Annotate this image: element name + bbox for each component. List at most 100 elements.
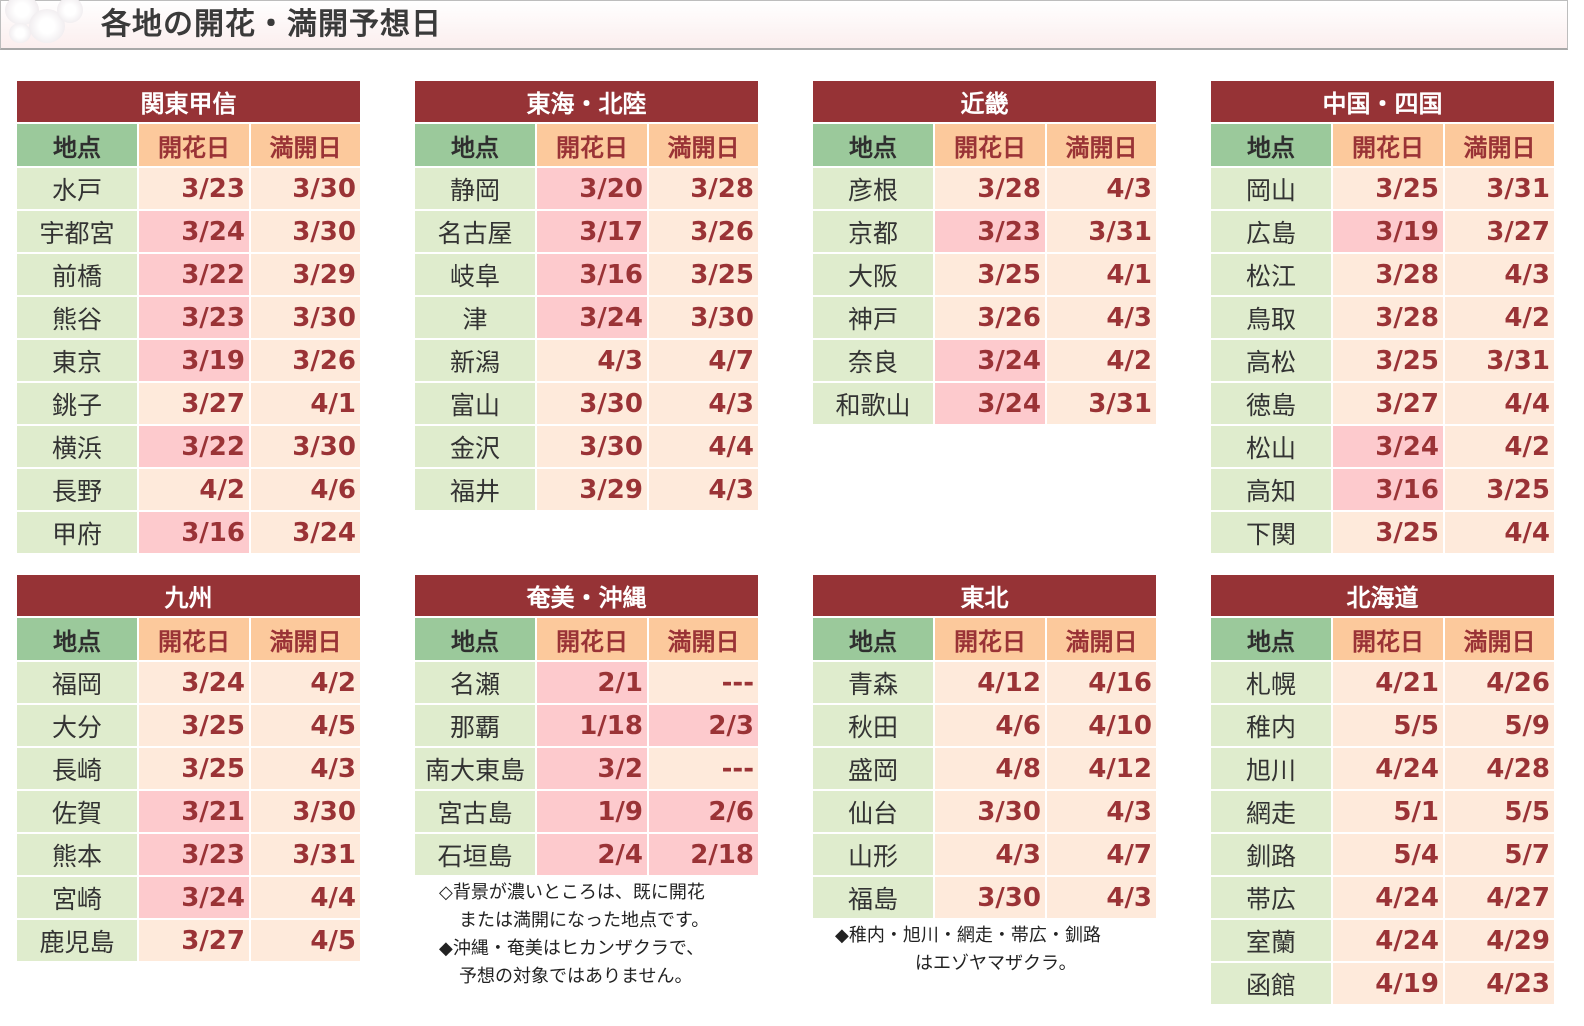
- table-row: 福井 3/29 4/3: [415, 467, 758, 510]
- table-row: 仙台 3/30 4/3: [813, 789, 1156, 832]
- region-table-0: 関東甲信 地点 開花日 満開日 水戸 3/23 3/30 宇都宮 3/24 3/30 前橋 3/22 3…: [17, 81, 360, 553]
- table-row: 函館 4/19 4/23: [1211, 961, 1554, 1004]
- full-bloom-date-cell: 3/31: [1443, 338, 1554, 381]
- bloom-date-cell: 4/12: [933, 660, 1045, 703]
- table-row: 鳥取 3/28 4/2: [1211, 295, 1554, 338]
- location-cell: 長崎: [17, 746, 137, 789]
- location-cell: 大分: [17, 703, 137, 746]
- region-name: 関東甲信: [17, 81, 360, 122]
- table-row: 松山 3/24 4/2: [1211, 424, 1554, 467]
- bloom-date-cell: 3/24: [137, 660, 249, 703]
- table-row: 神戸 3/26 4/3: [813, 295, 1156, 338]
- full-bloom-date-cell: 4/16: [1045, 660, 1156, 703]
- column-header-bloom: 開花日: [933, 616, 1045, 660]
- bloom-date-cell: 3/25: [1331, 166, 1443, 209]
- forecast-table: 北海道 地点 開花日 満開日 札幌 4/21 4/26 稚内 5/5 5/9 旭川 4/24 4/28 網…: [1211, 575, 1554, 1004]
- bloom-date-cell: 1/9: [535, 789, 647, 832]
- table-row: 高知 3/16 3/25: [1211, 467, 1554, 510]
- table-row: 津 3/24 3/30: [415, 295, 758, 338]
- table-row: 青森 4/12 4/16: [813, 660, 1156, 703]
- full-bloom-date-cell: 4/26: [1443, 660, 1554, 703]
- column-header-bloom: 開花日: [137, 122, 249, 166]
- location-cell: 津: [415, 295, 535, 338]
- region-name: 東北: [813, 575, 1156, 616]
- region-name: 奄美・沖縄: [415, 575, 758, 616]
- location-cell: 宇都宮: [17, 209, 137, 252]
- bloom-date-cell: 3/28: [933, 166, 1045, 209]
- bloom-date-cell: 3/30: [535, 381, 647, 424]
- table-row: 銚子 3/27 4/1: [17, 381, 360, 424]
- table-row: 和歌山 3/24 3/31: [813, 381, 1156, 424]
- full-bloom-date-cell: 4/4: [1443, 381, 1554, 424]
- bloom-date-cell: 3/24: [137, 209, 249, 252]
- full-bloom-date-cell: 3/31: [1045, 209, 1156, 252]
- location-cell: 網走: [1211, 789, 1331, 832]
- full-bloom-date-cell: 3/26: [647, 209, 758, 252]
- bloom-date-cell: 1/18: [535, 703, 647, 746]
- forecast-table: 東海・北陸 地点 開花日 満開日 静岡 3/20 3/28 名古屋 3/17 3/26 岐阜 3/16…: [415, 81, 758, 510]
- forecast-table: 関東甲信 地点 開花日 満開日 水戸 3/23 3/30 宇都宮 3/24 3/30 前橋 3/22 3…: [17, 81, 360, 553]
- full-bloom-date-cell: 4/3: [1443, 252, 1554, 295]
- table-row: 下関 3/25 4/4: [1211, 510, 1554, 553]
- table-row: 長崎 3/25 4/3: [17, 746, 360, 789]
- table-row: 佐賀 3/21 3/30: [17, 789, 360, 832]
- bloom-date-cell: 3/24: [933, 338, 1045, 381]
- cherry-blossom-icon: [1, 0, 91, 49]
- bloom-date-cell: 3/22: [137, 252, 249, 295]
- bloom-date-cell: 3/30: [933, 875, 1045, 918]
- table-row: 富山 3/30 4/3: [415, 381, 758, 424]
- column-header-bloom: 開花日: [1331, 616, 1443, 660]
- bloom-date-cell: 3/24: [535, 295, 647, 338]
- bloom-date-cell: 3/28: [1331, 295, 1443, 338]
- bloom-date-cell: 3/19: [1331, 209, 1443, 252]
- full-bloom-date-cell: 3/30: [249, 295, 360, 338]
- region-name: 東海・北陸: [415, 81, 758, 122]
- bloom-date-cell: 3/2: [535, 746, 647, 789]
- bloom-date-cell: 3/17: [535, 209, 647, 252]
- table-row: 熊本 3/23 3/31: [17, 832, 360, 875]
- location-cell: 佐賀: [17, 789, 137, 832]
- bloom-date-cell: 3/16: [137, 510, 249, 553]
- table-row: 秋田 4/6 4/10: [813, 703, 1156, 746]
- full-bloom-date-cell: 4/10: [1045, 703, 1156, 746]
- bloom-date-cell: 5/5: [1331, 703, 1443, 746]
- full-bloom-date-cell: 4/3: [647, 467, 758, 510]
- bloom-date-cell: 3/25: [137, 703, 249, 746]
- table-row: 長野 4/2 4/6: [17, 467, 360, 510]
- bloom-date-cell: 4/2: [137, 467, 249, 510]
- location-cell: 熊本: [17, 832, 137, 875]
- table-row: 山形 4/3 4/7: [813, 832, 1156, 875]
- location-cell: 福島: [813, 875, 933, 918]
- column-header-bloom: 開花日: [137, 616, 249, 660]
- location-cell: 岡山: [1211, 166, 1331, 209]
- table-row: 彦根 3/28 4/3: [813, 166, 1156, 209]
- column-header-full-bloom: 満開日: [249, 616, 360, 660]
- table-row: 名古屋 3/17 3/26: [415, 209, 758, 252]
- bloom-date-cell: 2/4: [535, 832, 647, 875]
- location-cell: 金沢: [415, 424, 535, 467]
- location-cell: 徳島: [1211, 381, 1331, 424]
- table-row: 京都 3/23 3/31: [813, 209, 1156, 252]
- table-row: 宇都宮 3/24 3/30: [17, 209, 360, 252]
- full-bloom-date-cell: 4/2: [1443, 424, 1554, 467]
- page-header: 各地の開花・満開予想日: [0, 0, 1568, 50]
- bloom-date-cell: 4/6: [933, 703, 1045, 746]
- bloom-date-cell: 4/8: [933, 746, 1045, 789]
- table-row: 釧路 5/4 5/7: [1211, 832, 1554, 875]
- column-header-full-bloom: 満開日: [1443, 122, 1554, 166]
- location-cell: 奈良: [813, 338, 933, 381]
- bloom-date-cell: 3/30: [933, 789, 1045, 832]
- region-table-3: 中国・四国 地点 開花日 満開日 岡山 3/25 3/31 広島 3/19 3/27 松江 3/28 4…: [1211, 81, 1554, 553]
- bloom-date-cell: 3/26: [933, 295, 1045, 338]
- location-cell: 新潟: [415, 338, 535, 381]
- location-cell: 釧路: [1211, 832, 1331, 875]
- location-cell: 石垣島: [415, 832, 535, 875]
- column-header-location: 地点: [1211, 122, 1331, 166]
- full-bloom-date-cell: 4/12: [1045, 746, 1156, 789]
- column-header-bloom: 開花日: [933, 122, 1045, 166]
- full-bloom-date-cell: 3/31: [249, 832, 360, 875]
- region-table-4: 九州 地点 開花日 満開日 福岡 3/24 4/2 大分 3/25 4/5 長崎 3/25 4/3 佐賀 3…: [17, 575, 360, 961]
- bloom-date-cell: 3/21: [137, 789, 249, 832]
- column-header-location: 地点: [813, 616, 933, 660]
- location-cell: 松山: [1211, 424, 1331, 467]
